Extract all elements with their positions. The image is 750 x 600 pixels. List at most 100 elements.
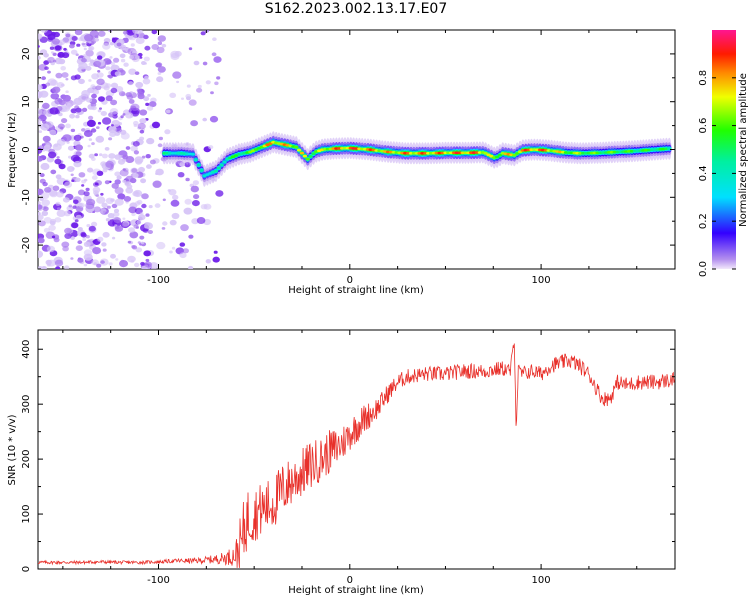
heatmap-noise-blob <box>111 203 118 209</box>
heatmap-noise-blob <box>165 109 171 114</box>
heatmap-noise-blob <box>135 36 145 45</box>
heatmap-noise-blob <box>75 151 82 157</box>
heatmap-ridge-cell <box>512 153 517 157</box>
heatmap-noise-blob <box>75 107 82 113</box>
heatmap-noise-blob <box>94 37 100 42</box>
heatmap-noise-blob <box>67 102 71 106</box>
heatmap-noise-blob <box>120 132 130 140</box>
heatmap-noise-blob <box>200 204 208 210</box>
heatmap-noise-blob <box>131 245 136 249</box>
heatmap-noise-blob <box>179 252 187 259</box>
heatmap-noise-blob <box>51 51 54 54</box>
heatmap-noise-blob <box>110 253 116 259</box>
heatmap-noise-blob <box>122 113 126 116</box>
heatmap-noise-blob <box>67 145 75 151</box>
heatmap-noise-blob <box>93 206 101 213</box>
heatmap-noise-blob <box>119 53 126 59</box>
heatmap-noise-blob <box>45 259 52 265</box>
heatmap-noise-blob <box>47 56 55 63</box>
heatmap-noise-blob <box>122 30 128 35</box>
heatmap-noise-blob <box>65 123 71 129</box>
heatmap-noise-blob <box>93 182 99 187</box>
heatmap-noise-blob <box>137 91 145 97</box>
heatmap-noise-blob <box>133 150 139 155</box>
heatmap-noise-blob <box>85 49 94 57</box>
top-y-tick-label: -10 <box>21 189 32 205</box>
heatmap-noise-blob <box>148 101 157 108</box>
heatmap-noise-blob <box>135 55 140 60</box>
heatmap-noise-blob <box>190 185 199 193</box>
heatmap-noise-blob <box>47 151 57 159</box>
heatmap-noise-blob <box>82 237 87 241</box>
heatmap-noise-blob <box>151 30 158 35</box>
heatmap-noise-blob <box>145 154 151 159</box>
heatmap-noise-blob <box>164 129 171 135</box>
heatmap-noise-blob <box>78 62 88 70</box>
heatmap-noise-blob <box>196 87 203 93</box>
heatmap-noise-blob <box>87 144 91 148</box>
heatmap-noise-blob <box>138 214 146 221</box>
heatmap-ridge-cell <box>199 169 204 172</box>
heatmap-noise-blob <box>117 193 126 200</box>
heatmap-noise-blob <box>114 224 118 227</box>
heatmap-noise-blob <box>88 138 93 141</box>
heatmap-noise-blob <box>118 91 126 97</box>
heatmap-noise-blob <box>38 201 41 205</box>
heatmap-noise-blob <box>84 178 88 182</box>
heatmap-noise-blob <box>80 232 87 238</box>
heatmap-noise-blob <box>134 71 140 75</box>
heatmap-noise-blob <box>55 266 61 269</box>
top-x-axis-label: Height of straight line (km) <box>288 285 424 296</box>
heatmap-noise-blob <box>49 220 56 226</box>
heatmap-noise-blob <box>84 34 94 42</box>
heatmap-noise-blob <box>63 210 71 217</box>
heatmap-noise-blob <box>68 204 73 208</box>
heatmap-noise-blob <box>54 158 62 165</box>
heatmap-noise-blob <box>77 189 86 196</box>
heatmap-noise-blob <box>119 260 128 268</box>
heatmap-noise-blob <box>101 242 107 247</box>
heatmap-noise-blob <box>193 194 200 200</box>
heatmap-noise-blob <box>118 122 122 126</box>
heatmap-noise-blob <box>83 130 93 137</box>
heatmap-noise-blob <box>60 66 66 71</box>
heatmap-noise-blob <box>140 178 147 184</box>
heatmap-noise-blob <box>102 168 108 173</box>
heatmap-noise-blob <box>52 185 60 191</box>
heatmap-noise-blob <box>83 253 93 261</box>
heatmap-noise-blob <box>109 56 113 59</box>
heatmap-noise-blob <box>190 120 199 127</box>
heatmap-noise-blob <box>114 198 124 206</box>
heatmap-ridge-cell <box>302 154 308 158</box>
heatmap-noise-blob <box>174 50 182 57</box>
heatmap-noise-blob <box>118 155 124 159</box>
heatmap-noise-blob <box>55 201 61 206</box>
heatmap-noise-blob <box>88 46 95 51</box>
heatmap-noise-blob <box>75 114 80 119</box>
heatmap-noise-blob <box>170 199 180 207</box>
heatmap-noise-blob <box>176 80 180 84</box>
heatmap-ridge-cell <box>308 155 313 158</box>
top-x-tick-label: 100 <box>532 275 551 286</box>
heatmap-noise-blob <box>116 42 122 47</box>
heatmap-noise-blob <box>54 143 59 147</box>
heatmap-ridge-cell <box>222 160 227 164</box>
heatmap-noise-blob <box>144 261 152 268</box>
heatmap-noise-blob <box>107 74 111 78</box>
heatmap-noise-blob <box>63 47 67 51</box>
heatmap-noise-blob <box>128 99 135 104</box>
heatmap-noise-blob <box>95 85 102 91</box>
heatmap-ridge-cell <box>486 153 491 157</box>
heatmap-noise-blob <box>171 246 176 250</box>
heatmap-noise-blob <box>100 161 107 167</box>
heatmap-noise-blob <box>128 81 134 86</box>
heatmap-noise-blob <box>64 233 72 239</box>
heatmap-noise-blob <box>188 99 197 106</box>
heatmap-noise-blob <box>64 105 71 110</box>
heatmap-noise-blob <box>102 248 107 252</box>
heatmap-ridge-cell <box>216 166 221 170</box>
heatmap-noise-blob <box>157 143 163 148</box>
heatmap-noise-blob <box>145 102 150 106</box>
heatmap-noise-blob <box>111 37 116 40</box>
heatmap-noise-blob <box>96 78 105 86</box>
